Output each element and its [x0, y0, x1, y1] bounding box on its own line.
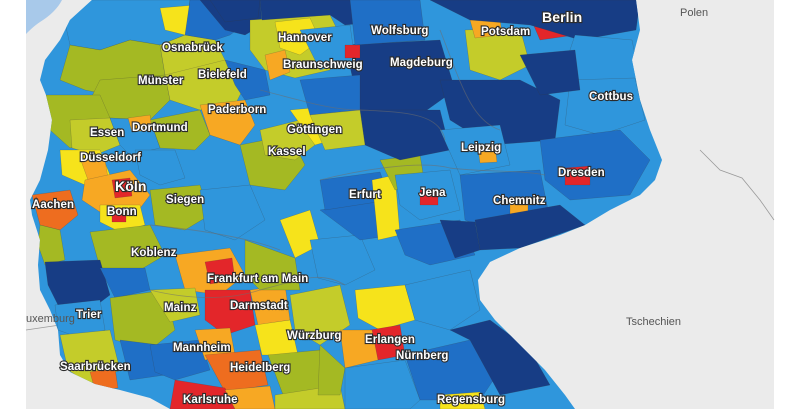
- region-franken-blue[interactable]: [309, 234, 376, 286]
- region-bonn-red[interactable]: [111, 207, 127, 223]
- right-margin: [774, 0, 800, 409]
- region-erlangen[interactable]: [354, 284, 416, 331]
- city-label-erlangen[interactable]: Erlangen: [364, 333, 416, 347]
- city-label-goettingen[interactable]: Göttingen: [286, 123, 343, 137]
- city-label-koblenz[interactable]: Koblenz: [130, 246, 178, 260]
- country-label-polen: Polen: [680, 7, 708, 19]
- country-label-luxemburg: uxemburg: [26, 313, 75, 325]
- region-braunschweig[interactable]: [299, 24, 356, 71]
- city-label-erfurt[interactable]: Erfurt: [348, 188, 382, 202]
- city-label-frankfurt[interactable]: Frankfurt am Main: [206, 272, 309, 286]
- city-label-regensburg[interactable]: Regensburg: [436, 393, 506, 407]
- region-frankfurt-red[interactable]: [204, 257, 236, 285]
- region-bavaria-dark[interactable]: [449, 319, 551, 396]
- city-label-osnabrueck[interactable]: Osnabrück: [161, 41, 225, 55]
- city-label-magdeburg[interactable]: Magdeburg: [389, 56, 454, 70]
- city-label-chemnitz[interactable]: Chemnitz: [492, 194, 547, 208]
- city-label-dresden[interactable]: Dresden: [557, 166, 606, 180]
- region-braunschweig-red[interactable]: [344, 44, 361, 59]
- city-label-wolfsburg[interactable]: Wolfsburg: [370, 24, 430, 38]
- border-luxemburg: [25, 324, 61, 331]
- region-cottbus[interactable]: [564, 77, 646, 136]
- region-jena-red[interactable]: [419, 189, 439, 206]
- city-labels: Berlin Potsdam Hannover Wolfsburg Osnabr…: [31, 8, 634, 407]
- region-aachen[interactable]: [31, 189, 79, 231]
- region-oberpfalz[interactable]: [404, 269, 481, 331]
- city-label-hannover[interactable]: Hannover: [277, 31, 333, 45]
- region-paderborn[interactable]: [199, 99, 256, 146]
- region-rhein-sieg-blue[interactable]: [134, 149, 186, 186]
- city-label-siegen[interactable]: Siegen: [165, 193, 205, 207]
- city-label-braunschweig[interactable]: Braunschweig: [282, 58, 364, 72]
- city-label-jena[interactable]: Jena: [418, 186, 447, 200]
- city-label-nuernberg[interactable]: Nürnberg: [395, 349, 450, 363]
- region-bavaria-south[interactable]: [344, 359, 421, 409]
- city-label-mainz[interactable]: Mainz: [163, 301, 198, 315]
- city-label-paderborn[interactable]: Paderborn: [207, 103, 268, 117]
- region-koeln-red[interactable]: [111, 177, 133, 199]
- city-label-karlsruhe[interactable]: Karlsruhe: [182, 393, 239, 407]
- region-lueneburg-dark[interactable]: [209, 0, 261, 23]
- region-harz[interactable]: [299, 74, 361, 116]
- city-label-duesseldorf[interactable]: Düsseldorf: [79, 151, 142, 165]
- water-area: [26, 0, 62, 34]
- region-kassel[interactable]: [259, 119, 316, 161]
- region-franken-olive[interactable]: [317, 344, 346, 396]
- region-wuerzburg[interactable]: [289, 284, 351, 346]
- region-wolfsburg[interactable]: [349, 0, 426, 46]
- city-label-heidelberg[interactable]: Heidelberg: [229, 361, 292, 375]
- region-karlsruhe-orange[interactable]: [224, 385, 276, 409]
- region-darmstadt[interactable]: [204, 289, 256, 336]
- city-label-cottbus[interactable]: Cottbus: [588, 90, 634, 104]
- region-mannheim[interactable]: [149, 339, 211, 381]
- border-poland-czech: [699, 149, 775, 221]
- city-label-bonn[interactable]: Bonn: [106, 205, 138, 219]
- region-vogtland[interactable]: [439, 219, 481, 259]
- region-heidelberg[interactable]: [204, 349, 269, 393]
- city-label-leipzig[interactable]: Leipzig: [460, 141, 502, 155]
- region-erzgebirge[interactable]: [474, 204, 586, 251]
- city-label-darmstadt[interactable]: Darmstadt: [229, 299, 289, 313]
- left-margin: [0, 0, 26, 409]
- region-brandenburg-ost[interactable]: [519, 49, 581, 96]
- region-regensburg[interactable]: [404, 339, 501, 401]
- city-label-potsdam[interactable]: Potsdam: [480, 25, 531, 39]
- city-label-mannheim[interactable]: Mannheim: [172, 341, 232, 355]
- city-label-saarbruecken[interactable]: Saarbrücken: [59, 360, 132, 374]
- region-karlsruhe[interactable]: [169, 379, 236, 409]
- city-label-koeln[interactable]: Köln: [114, 177, 148, 195]
- region-hessen-mid[interactable]: [199, 184, 266, 241]
- city-label-muenster[interactable]: Münster: [137, 74, 185, 88]
- state-borders: [149, 29, 546, 298]
- region-essen[interactable]: [69, 117, 121, 156]
- region-siegen[interactable]: [149, 184, 211, 231]
- city-label-wuerzburg[interactable]: Würzburg: [286, 329, 343, 343]
- region-bavaria-yellow[interactable]: [439, 391, 486, 409]
- region-potsdam[interactable]: [464, 27, 531, 81]
- country-label-tschechien: Tschechien: [626, 316, 681, 328]
- city-label-essen[interactable]: Essen: [89, 126, 125, 140]
- city-label-dortmund[interactable]: Dortmund: [131, 121, 189, 135]
- region-hannover-orange[interactable]: [264, 49, 291, 81]
- city-label-berlin[interactable]: Berlin: [541, 8, 583, 26]
- city-label-kassel[interactable]: Kassel: [267, 145, 307, 159]
- region-harz-green[interactable]: [309, 109, 366, 151]
- region-owl-blue[interactable]: [224, 59, 271, 101]
- region-dresden-red[interactable]: [564, 165, 591, 186]
- city-label-aachen[interactable]: Aachen: [31, 198, 75, 212]
- city-label-trier[interactable]: Trier: [75, 308, 103, 322]
- city-label-bielefeld[interactable]: Bielefeld: [197, 68, 248, 82]
- region-dortmund-orange[interactable]: [127, 114, 153, 133]
- region-leipzig-orange[interactable]: [477, 144, 498, 164]
- region-leipzig[interactable]: [439, 124, 511, 176]
- region-spessart[interactable]: [244, 239, 301, 291]
- region-nuernberg-orange[interactable]: [339, 329, 379, 369]
